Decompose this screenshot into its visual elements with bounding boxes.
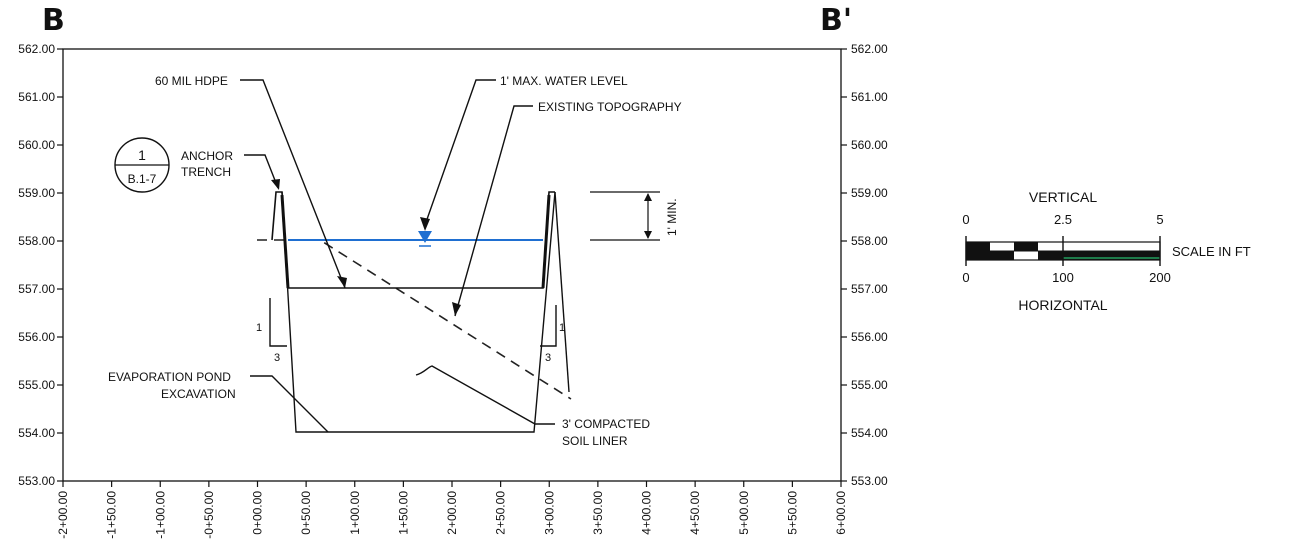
- slope-left-rise: 1: [256, 322, 262, 334]
- scale-horizontal-tick-0: 0: [962, 270, 969, 285]
- y-tick-label-right: 556.00: [851, 330, 888, 344]
- anchor-trench-callout-line1: ANCHOR: [181, 149, 233, 163]
- y-tick-label-right: 558.00: [851, 234, 888, 248]
- x-tick-label: 6+00.00: [834, 491, 848, 535]
- scale-vertical-title: VERTICAL: [1029, 189, 1097, 205]
- y-tick-label-left: 559.00: [18, 186, 55, 200]
- x-tick-label: 3+00.00: [542, 491, 556, 535]
- water-level-symbol: [418, 231, 432, 243]
- x-tick-label: -2+00.00: [56, 491, 70, 539]
- x-tick-label: 2+50.00: [494, 491, 508, 535]
- soil-liner-callout-line1: 3' COMPACTED: [562, 417, 650, 431]
- existing-topography-line: [257, 239, 572, 400]
- x-tick-label: 0+00.00: [251, 491, 265, 535]
- slope-indicator-right: [540, 305, 557, 347]
- slope-left-run: 3: [274, 352, 280, 364]
- y-tick-label-right: 557.00: [851, 282, 888, 296]
- section-label-right: B': [820, 3, 852, 38]
- y-tick-label-left: 558.00: [18, 234, 55, 248]
- one-foot-min-label: 1' MIN.: [665, 198, 679, 236]
- scale-bar: VERTICAL 0 2.5 5 SCALE IN FT 0 100 200 H…: [962, 189, 1250, 313]
- x-tick-label: 0+50.00: [299, 491, 313, 535]
- detail-reference-bubble: 1 B.1-7: [114, 137, 170, 193]
- section-label-left: B: [42, 3, 65, 38]
- y-tick-label-left: 562.00: [18, 42, 55, 56]
- y-tick-label-right: 560.00: [851, 138, 888, 152]
- slope-right-rise: 1: [559, 322, 565, 334]
- x-tick-label: -1+50.00: [105, 491, 119, 539]
- arrowheads: [271, 179, 461, 316]
- leader-anchor: [244, 154, 279, 189]
- evaporation-callout-line2: EXCAVATION: [161, 387, 236, 401]
- y-tick-label-left: 557.00: [18, 282, 55, 296]
- existing-topography-callout: EXISTING TOPOGRAPHY: [538, 100, 682, 114]
- y-tick-label-left: 561.00: [18, 90, 55, 104]
- axes: 553.00 553.00 554.00 554.00 555.00 555.00 556.…: [18, 42, 888, 539]
- scale-unit-label: SCALE IN FT: [1172, 244, 1251, 259]
- x-tick-label: -1+00.00: [153, 491, 167, 539]
- evaporation-callout-line1: EVAPORATION POND: [108, 370, 231, 384]
- scale-horizontal-tick-2: 200: [1149, 270, 1171, 285]
- water-level-callout: 1' MAX. WATER LEVEL: [500, 74, 628, 88]
- leader-evaporation: [250, 375, 329, 433]
- leader-water-level: [424, 79, 496, 226]
- x-tick-label: 1+50.00: [396, 491, 410, 535]
- hdpe-right-wall-thick: [541, 194, 551, 289]
- y-tick-label-left: 555.00: [18, 378, 55, 392]
- leader-hdpe: [240, 79, 346, 289]
- x-tick-label: 3+50.00: [591, 491, 605, 535]
- excavation-outer-right: [554, 191, 570, 393]
- y-tick-label-right: 559.00: [851, 186, 888, 200]
- slope-indicator-left: [269, 298, 287, 347]
- scale-vertical-tick-2: 5: [1156, 212, 1163, 227]
- x-tick-label: 4+50.00: [688, 491, 702, 535]
- y-tick-label-right: 561.00: [851, 90, 888, 104]
- anchor-trench-callout-line2: TRENCH: [181, 165, 231, 179]
- detail-number: 1: [138, 147, 146, 163]
- x-tick-label: 5+00.00: [737, 491, 751, 535]
- scale-vertical-tick-1: 2.5: [1054, 212, 1072, 227]
- x-tick-label: 2+00.00: [445, 491, 459, 535]
- y-tick-label-right: 553.00: [851, 474, 888, 488]
- scale-horizontal-title: HORIZONTAL: [1018, 297, 1107, 313]
- slope-right-run: 3: [545, 352, 551, 364]
- x-tick-label: 1+00.00: [348, 491, 362, 535]
- leader-existing-topo: [454, 105, 533, 317]
- y-tick-label-left: 560.00: [18, 138, 55, 152]
- y-tick-label-left: 556.00: [18, 330, 55, 344]
- scale-vertical-tick-0: 0: [962, 212, 969, 227]
- detail-sheet: B.1-7: [128, 172, 157, 186]
- y-tick-label-left: 554.00: [18, 426, 55, 440]
- y-tick-label-right: 554.00: [851, 426, 888, 440]
- leader-soil-liner: [415, 365, 555, 425]
- min-freeboard-dimension: [590, 191, 660, 241]
- y-tick-label-right: 555.00: [851, 378, 888, 392]
- scale-horizontal-tick-1: 100: [1052, 270, 1074, 285]
- x-tick-label: 4+00.00: [640, 491, 654, 535]
- hdpe-callout: 60 MIL HDPE: [155, 74, 228, 88]
- y-tick-label-right: 562.00: [851, 42, 888, 56]
- plot-frame: [62, 48, 842, 482]
- x-tick-label: 5+50.00: [785, 491, 799, 535]
- soil-liner-callout-line2: SOIL LINER: [562, 434, 628, 448]
- callout-leaders: [240, 79, 555, 433]
- x-tick-label: -0+50.00: [202, 491, 216, 539]
- y-tick-label-left: 553.00: [18, 474, 55, 488]
- excavation-outline: [281, 191, 556, 433]
